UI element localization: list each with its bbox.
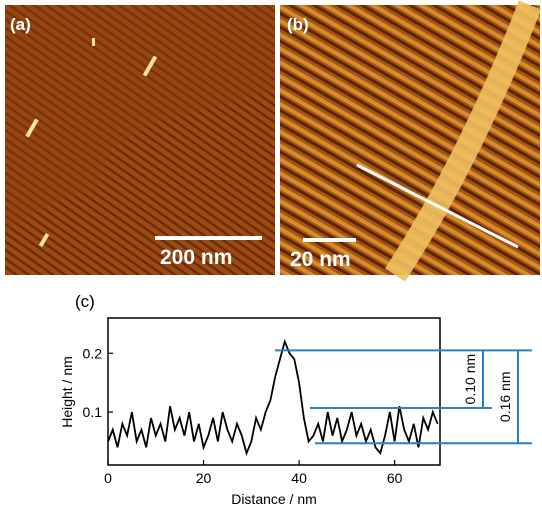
y-tick-label: 0.2 — [83, 345, 103, 361]
panel-label: (c) — [75, 292, 95, 311]
plot: 0 20 40 60 0.1 0.2 0.10 nm 0.16 nm — [83, 318, 532, 486]
x-tick-label: 0 — [104, 470, 112, 486]
profile-line — [108, 342, 438, 454]
y-tick-label: 0.1 — [83, 404, 103, 420]
scale-bar-label: 20 nm — [290, 248, 351, 271]
x-tick-label: 40 — [291, 470, 307, 486]
x-tick-label: 60 — [387, 470, 403, 486]
x-axis-label: Distance / nm — [231, 491, 317, 507]
difference-label: 0.10 nm — [462, 354, 478, 405]
scale-bar-label: 200 nm — [160, 246, 232, 269]
page: {"panels": {"a": {"label": "(a)", "scale… — [0, 0, 542, 511]
panel-label: (b) — [287, 15, 309, 34]
y-axis-label: Height / nm — [59, 356, 75, 428]
figure: (a) 200 nm (b) 20 nm (c) Distance / nm H… — [0, 0, 542, 511]
afm-image-b: (b) 20 nm — [280, 5, 540, 275]
difference-label: 0.16 nm — [497, 371, 513, 422]
panel-label: (a) — [10, 15, 31, 34]
afm-image-a: (a) 200 nm — [5, 5, 275, 275]
x-tick-label: 20 — [196, 470, 212, 486]
